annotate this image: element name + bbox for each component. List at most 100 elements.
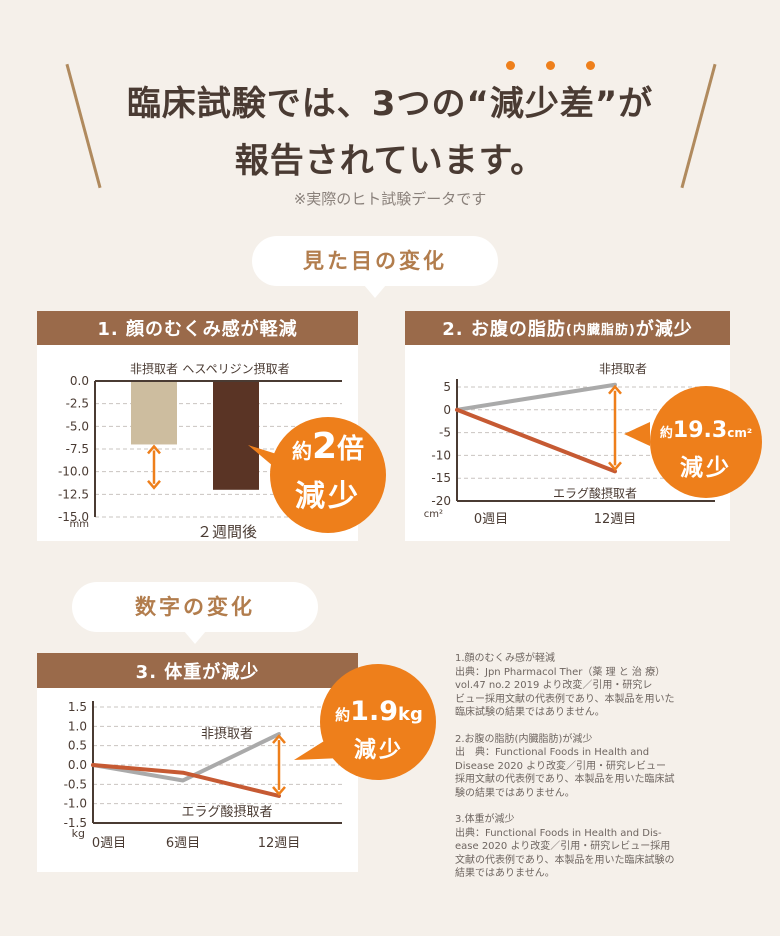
y-tick-label: 5 — [443, 380, 451, 394]
y-tick-label: -7.5 — [66, 442, 89, 456]
bar-category-label: ヘスペリジン摂取者 — [182, 361, 289, 376]
reference-1: 1.顔のむくみ感が軽減 出典：Jpn Pharmacol Ther（薬 理 と … — [455, 652, 745, 720]
y-tick-label: -20 — [431, 494, 451, 508]
y-tick-label: -1.5 — [64, 816, 87, 830]
bubble-tail — [364, 285, 386, 298]
y-tick-label: -1.0 — [64, 797, 87, 811]
emphasis-dot — [586, 61, 595, 70]
badge-line2: 減少 — [680, 455, 732, 481]
badge-line2: 減少 — [295, 479, 361, 514]
bar — [213, 381, 259, 490]
reference-line: 出典：Jpn Pharmacol Ther（薬 理 と 治 療） — [455, 666, 666, 678]
page-title-line2: 報告されています。 — [234, 141, 546, 181]
bubble-tail — [184, 631, 206, 644]
x-tick-label: 0週目 — [92, 836, 126, 851]
y-tick-label: -15.0 — [58, 510, 89, 524]
reference-line: ease 2020 より改変／引用・研究レビュー採用 — [455, 841, 671, 852]
y-tick-label: 0.0 — [70, 374, 89, 388]
reference-3: 3.体重が減少 出典：Functional Foods in Health an… — [455, 813, 745, 881]
difference-arrow-head — [147, 479, 161, 490]
x-tick-label: 6週目 — [166, 836, 200, 851]
section-bubble-appearance: 見た目の変化 — [252, 236, 498, 286]
y-tick-label: -10.0 — [58, 465, 89, 479]
reference-line: 験の結果ではありません。 — [455, 787, 575, 799]
reference-line: 出 典：Functional Foods in Health and — [455, 747, 650, 758]
y-tick-label: 0.0 — [68, 758, 87, 772]
y-axis-unit: cm² — [424, 509, 443, 520]
reference-line: Disease 2020 より改変／引用・研究レビュー — [455, 760, 666, 772]
chart-heading-end: が減少 — [635, 319, 693, 340]
reference-line: ビュー採用文献の代表例であり、本製品を用いた — [455, 693, 675, 705]
y-tick-label: -15 — [431, 471, 451, 485]
series-label: 非摂取者 — [201, 726, 253, 742]
page-title-line1: 臨床試験では、3つの“減少差”が — [126, 84, 654, 124]
chart-heading-text: 1. 顔のむくみ感が軽減 — [97, 319, 298, 340]
y-tick-label: -12.5 — [58, 487, 89, 501]
section-label: 数字の変化 — [135, 595, 255, 619]
badge-unit: kg — [398, 704, 423, 725]
badge-shape — [248, 417, 386, 533]
result-badge-belly: 約19.3cm² 減少 — [620, 382, 770, 502]
difference-arrow-head — [272, 786, 286, 796]
references: 1.顔のむくみ感が軽減 出典：Jpn Pharmacol Ther（薬 理 と … — [455, 652, 745, 894]
y-tick-label: 1.0 — [68, 719, 87, 733]
x-tick-label: 12週目 — [258, 836, 301, 851]
series-label: エラグ酸摂取者 — [553, 485, 637, 500]
badge-value: 19.3 — [672, 418, 728, 443]
chart-heading-text: 2. お腹の脂肪 — [442, 319, 566, 340]
badge-prefix: 約 — [335, 706, 351, 724]
series-line — [455, 407, 617, 474]
y-tick-label: -5.0 — [66, 419, 89, 433]
x-tick-label: 12週目 — [594, 512, 637, 527]
chart-heading-text: 3. 体重が減少 — [135, 661, 260, 683]
difference-arrow-head — [608, 461, 622, 472]
result-badge-face: 約2倍 減少 — [246, 405, 386, 545]
difference-arrow-head — [272, 734, 286, 744]
emphasis-dot — [546, 61, 555, 70]
y-tick-label: -10 — [431, 448, 451, 462]
y-axis-unit: mm — [70, 519, 89, 530]
y-tick-label: -5 — [439, 426, 451, 440]
result-badge-weight: 約1.9kg 減少 — [292, 660, 442, 790]
bar — [131, 381, 177, 445]
reference-title: 2.お腹の脂肪(内臓脂肪)が減少 — [455, 733, 593, 745]
x-tick-label: 0週目 — [474, 512, 508, 527]
reference-2: 2.お腹の脂肪(内臓脂肪)が減少 出 典：Functional Foods in… — [455, 733, 745, 801]
chart-heading-small: (内臓脂肪) — [565, 322, 636, 338]
badge-prefix: 約 — [659, 426, 673, 441]
series-line — [91, 732, 281, 783]
difference-arrow-head — [608, 384, 622, 395]
header-note: ※実際のヒト試験データです — [293, 190, 487, 208]
badge-value: 2 — [311, 426, 338, 467]
y-tick-label: -2.5 — [66, 397, 89, 411]
chart-heading: 3. 体重が減少 — [37, 653, 358, 688]
chart-heading: 2. お腹の脂肪 (内臓脂肪) が減少 — [405, 311, 730, 345]
badge-line2: 減少 — [353, 738, 404, 763]
badge-value: 1.9 — [350, 696, 398, 727]
reference-title: 3.体重が減少 — [455, 814, 515, 825]
badge-unit: cm² — [727, 426, 753, 440]
reference-line: 文献の代表例であり、本製品を用いた臨床試験の — [455, 854, 675, 866]
reference-line: 結果ではありません。 — [455, 868, 555, 879]
y-tick-label: 0.5 — [68, 739, 87, 753]
reference-line: 臨床試験の結果ではありません。 — [455, 707, 605, 718]
chart-heading: 1. 顔のむくみ感が軽減 — [37, 311, 358, 345]
bar-category-label: 非摂取者 — [130, 361, 178, 376]
chart-panel-weight: 3. 体重が減少 1.5 1.0 0.5 0.0 -0.5 -1.0 -1.5 kg 非摂取者エ… — [37, 653, 358, 872]
y-tick-label: -0.5 — [64, 777, 87, 791]
reference-line: 採用文献の代表例であり、本製品を用いた臨床試 — [455, 774, 675, 785]
badge-prefix: 約 — [291, 439, 312, 463]
reference-line: 出典：Functional Foods in Health and Dis- — [455, 827, 662, 839]
difference-arrow-head — [147, 444, 161, 455]
badge-shape — [624, 386, 762, 498]
series-line — [455, 382, 617, 412]
badge-suffix: 倍 — [337, 434, 365, 465]
section-label: 見た目の変化 — [303, 249, 447, 273]
emphasis-dot — [506, 61, 515, 70]
y-tick-label: 0 — [443, 403, 451, 417]
badge-shape — [294, 664, 436, 780]
series-label: 非摂取者 — [599, 361, 647, 376]
y-axis-unit: kg — [72, 827, 85, 840]
